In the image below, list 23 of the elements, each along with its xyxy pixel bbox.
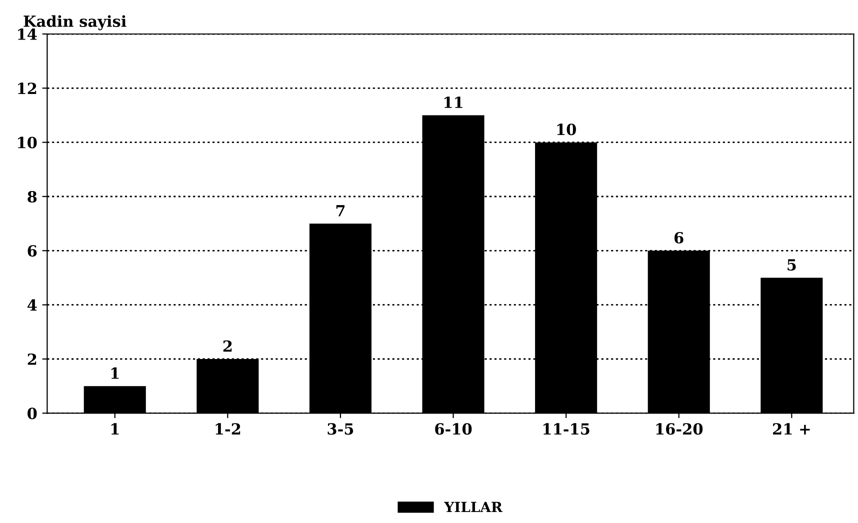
- data-label: 7: [336, 205, 345, 216]
- y-tick-label: 0: [28, 408, 37, 420]
- x-tick-label: 11-15: [544, 423, 590, 435]
- x-tick-label: 3-5: [328, 423, 354, 435]
- y-tick-label: 6: [28, 245, 37, 257]
- x-tick-label: 1-2: [216, 423, 240, 434]
- x-tick-label: 6-10: [435, 423, 472, 435]
- y-tick-label: 8: [28, 190, 37, 203]
- data-label: 2: [223, 340, 232, 352]
- data-label: 11: [444, 96, 462, 108]
- x-tick-label: 21 +: [773, 423, 810, 434]
- data-label: 10: [557, 124, 576, 136]
- data-label: 1: [111, 367, 119, 379]
- y-tick-label: 4: [27, 299, 37, 311]
- y-tick-label: 10: [18, 136, 37, 148]
- legend-label: YILLAR: [444, 502, 503, 512]
- data-label: 6: [674, 232, 684, 244]
- y-tick-label: 12: [18, 82, 36, 94]
- x-tick-label: 16-20: [656, 423, 703, 435]
- data-label: 5: [788, 259, 796, 271]
- y-tick-label: 2: [28, 353, 36, 365]
- x-tick-label: 1: [111, 423, 119, 434]
- y-tick-label: 14: [18, 28, 37, 40]
